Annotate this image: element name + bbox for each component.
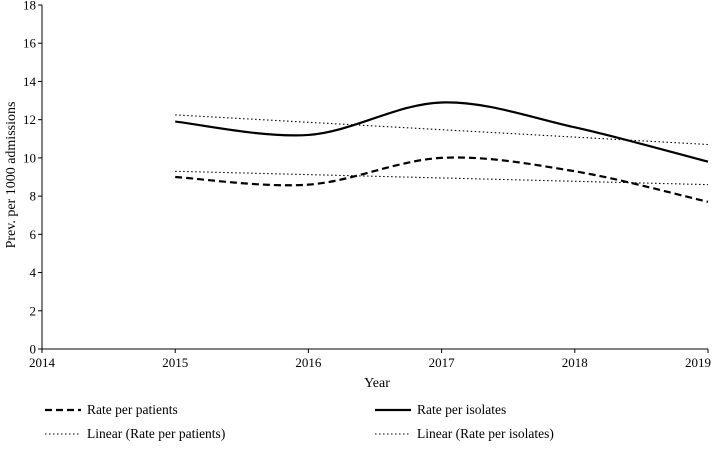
x-tick-label: 2018 bbox=[562, 355, 588, 370]
series-layer bbox=[175, 101, 709, 203]
legend-label-linear-rate-per-isolates: Linear (Rate per isolates) bbox=[417, 426, 554, 441]
y-tick-label: 10 bbox=[23, 150, 36, 165]
axes-layer: 0 2 4 6 8 10 12 14 16 18 2014 2015 2016 2017 2018 2019 bbox=[23, 0, 711, 370]
series-line-rate-per-patients bbox=[175, 156, 709, 203]
y-tick-label: 16 bbox=[23, 36, 37, 51]
y-tick-label: 0 bbox=[30, 342, 37, 357]
x-tick-label: 2015 bbox=[162, 355, 188, 370]
y-tick-label: 4 bbox=[30, 265, 37, 280]
y-tick-label: 14 bbox=[23, 74, 37, 89]
legend-label-rate-per-patients: Rate per patients bbox=[87, 402, 178, 417]
y-tick-label: 12 bbox=[23, 112, 36, 127]
x-tick-label: 2016 bbox=[295, 355, 322, 370]
legend-label-linear-rate-per-patients: Linear (Rate per patients) bbox=[87, 426, 225, 441]
series-line-linear-rate-per-isolates bbox=[175, 114, 709, 146]
series-line-linear-rate-per-patients bbox=[175, 170, 709, 186]
x-axis-title: Year bbox=[364, 376, 390, 391]
y-tick-label: 8 bbox=[30, 189, 37, 204]
x-tick-label: 2014 bbox=[29, 355, 56, 370]
y-tick-label: 6 bbox=[30, 227, 37, 242]
y-tick-label: 18 bbox=[23, 0, 36, 13]
series-line-rate-per-isolates bbox=[175, 101, 709, 163]
legend-label-rate-per-isolates: Rate per isolates bbox=[417, 402, 506, 417]
x-tick-label: 2017 bbox=[429, 355, 456, 370]
x-tick-label: 2019 bbox=[685, 355, 711, 370]
y-axis-title: Prev. per 1000 admissions bbox=[4, 102, 19, 249]
legend: Rate per patients Rate per isolates Linear… bbox=[45, 402, 554, 441]
y-tick-label: 2 bbox=[30, 303, 37, 318]
